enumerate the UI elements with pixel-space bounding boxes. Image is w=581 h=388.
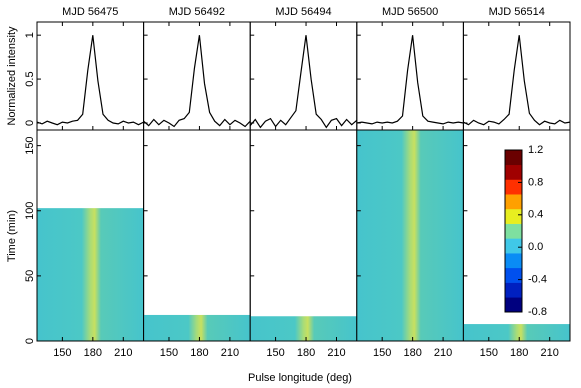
y-tick-label: 0: [24, 338, 36, 344]
profile-y-label: Normalized intensity: [6, 26, 18, 126]
colorbar-segment: [505, 179, 522, 195]
x-tick-label: 180: [84, 347, 102, 359]
y-tick-label: 50: [24, 270, 36, 282]
colorbar-tick-label: -0.8: [528, 306, 547, 318]
colorbar-tick-label: 0.8: [528, 176, 543, 188]
panel-frame: [462, 129, 571, 342]
x-tick-label: 180: [190, 347, 208, 359]
panel-frame: [249, 129, 358, 342]
colorbar-tick-label: 1.2: [528, 144, 543, 156]
colorbar-segment: [505, 194, 522, 210]
panel-frame: [462, 21, 571, 131]
colorbar-tick-label: -0.4: [528, 274, 547, 286]
colorbar-segment: [505, 223, 522, 239]
panel-frame: [143, 21, 251, 131]
x-tick-label: 180: [297, 347, 315, 359]
colorbar-segment: [505, 253, 522, 269]
x-tick-label: 210: [114, 347, 132, 359]
y-tick-label: 0: [24, 120, 36, 126]
x-tick-label: 180: [403, 347, 421, 359]
y-tick-label: 0.5: [24, 71, 36, 86]
waterfall: [356, 130, 464, 341]
waterfall: [250, 316, 357, 341]
panel-frame: [36, 21, 145, 131]
x-tick-label: 150: [266, 347, 284, 359]
colorbar-tick-label: 0.0: [528, 241, 543, 253]
y-tick-label: 150: [24, 136, 36, 154]
x-tick-label: 150: [53, 347, 71, 359]
colorbar-segment: [505, 150, 522, 166]
x-tick-label: 150: [160, 347, 178, 359]
profile-line: [36, 35, 144, 126]
waterfall: [463, 324, 570, 341]
panel-frame: [356, 21, 464, 131]
waterfall: [143, 314, 251, 341]
panel-title: MJD 56492: [169, 6, 225, 18]
profile-line: [249, 35, 358, 129]
time-y-label: Time (min): [6, 210, 18, 262]
panel-frame: [143, 129, 251, 342]
x-tick-label: 180: [510, 347, 528, 359]
x-axis-label: Pulse longitude (deg): [248, 372, 352, 384]
x-tick-label: 210: [434, 347, 452, 359]
profile-line: [143, 35, 251, 128]
x-tick-label: 210: [541, 347, 559, 359]
colorbar-segment: [505, 238, 522, 254]
colorbar-segment: [505, 164, 522, 180]
colorbar-segment: [505, 282, 522, 298]
y-tick-label: 1: [24, 32, 36, 38]
x-tick-label: 150: [373, 347, 391, 359]
colorbar-segment: [505, 267, 522, 283]
panel-title: MJD 56494: [275, 6, 331, 18]
colorbar-segment: [505, 208, 522, 224]
colorbar-tick-label: 0.4: [528, 209, 543, 221]
colorbar-segment: [505, 297, 522, 313]
y-tick-label: 100: [24, 202, 36, 220]
profile-line: [463, 35, 571, 126]
panel-frame: [249, 21, 358, 131]
panel-title: MJD 56514: [489, 6, 545, 18]
panel-title: MJD 56500: [382, 6, 438, 18]
waterfall: [37, 208, 144, 341]
x-tick-label: 150: [480, 347, 498, 359]
colorbar-frame: [504, 149, 523, 313]
x-tick-label: 210: [221, 347, 239, 359]
profile-line: [356, 35, 464, 125]
x-tick-label: 210: [327, 347, 345, 359]
panel-title: MJD 56475: [62, 6, 118, 18]
